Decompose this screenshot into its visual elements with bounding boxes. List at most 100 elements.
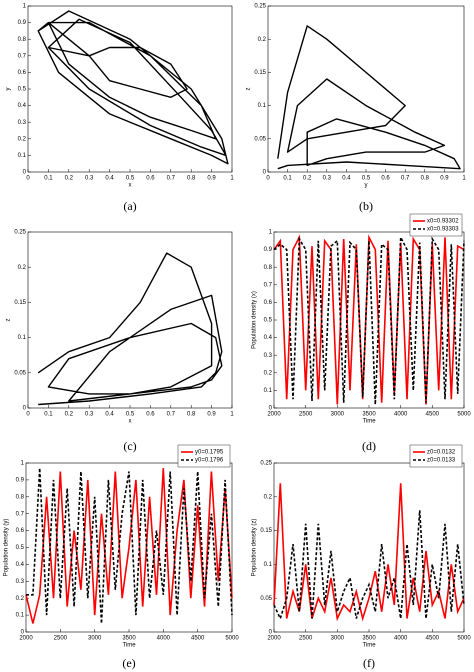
x-tick-label: 0.6 (146, 412, 155, 418)
series-line (273, 510, 465, 621)
y-tick-label: 0.1 (18, 153, 27, 159)
x-tick-label: 0.9 (440, 176, 449, 182)
y-tick-label: 0.15 (254, 70, 266, 76)
y-axis-label: Population density (x) (252, 291, 258, 349)
y-tick-label: 0.3 (16, 579, 25, 585)
y-tick-label: 0.8 (16, 494, 25, 500)
y-tick-label: 0.1 (264, 388, 273, 394)
legend-label: z0=0.0133 (427, 458, 456, 464)
y-tick-label: 0.1 (264, 562, 273, 568)
x-tick-label: 0.2 (65, 176, 74, 182)
x-tick-label: 0.7 (167, 176, 176, 182)
x-tick-label: 4000 (157, 636, 171, 642)
x-tick-label: 0.6 (381, 176, 390, 182)
x-tick-label: 1 (462, 176, 466, 182)
series-line (273, 234, 465, 405)
x-tick-label: 1 (230, 412, 234, 418)
x-tick-label: 0.5 (126, 176, 135, 182)
y-tick-label: 0.9 (16, 477, 25, 483)
x-tick-label: 0 (266, 176, 270, 182)
x-tick-label: 0.9 (207, 176, 216, 182)
y-tick-label: 0.8 (18, 37, 27, 43)
x-axis-label: x (129, 419, 132, 425)
legend-box (409, 213, 463, 237)
x-tick-label: 2500 (299, 412, 313, 418)
y-tick-label: 1 (23, 4, 27, 10)
plot-frame (273, 462, 465, 633)
x-tick-label: 0.9 (207, 412, 216, 418)
x-tick-label: 3000 (331, 412, 345, 418)
x-tick-label: 0 (26, 176, 30, 182)
x-tick-label: 3500 (122, 636, 136, 642)
legend-box (409, 444, 463, 468)
y-tick-label: 0.4 (264, 335, 273, 341)
x-tick-label: 0.4 (105, 176, 114, 182)
caption: (e) (122, 656, 135, 670)
y-tick-label: 0.1 (16, 613, 25, 619)
x-tick-label: 3000 (88, 636, 102, 642)
x-tick-label: 2000 (267, 636, 281, 642)
x-tick-label: 5000 (225, 636, 239, 642)
x-tick-label: 4000 (394, 412, 408, 418)
x-tick-label: 2500 (54, 636, 68, 642)
plot-frame (267, 5, 465, 173)
y-tick-label: 0.6 (264, 300, 273, 306)
x-axis-label: x (129, 183, 132, 189)
y-tick-label: 0.5 (264, 318, 273, 324)
y-tick-label: 0.7 (264, 282, 273, 288)
caption: (a) (123, 199, 136, 213)
y-tick-label: 0.05 (260, 596, 272, 602)
y-tick-label: 0.7 (18, 53, 27, 59)
x-tick-label: 4500 (426, 636, 440, 642)
x-tick-label: 0.7 (167, 412, 176, 418)
x-tick-label: 0.4 (105, 412, 114, 418)
trajectory (277, 25, 461, 170)
y-tick-label: 0.5 (18, 87, 27, 93)
x-tick-label: 0.5 (126, 412, 135, 418)
y-tick-label: 0.05 (14, 370, 26, 376)
y-tick-label: 0.9 (264, 247, 273, 253)
y-tick-label: 0 (269, 406, 273, 412)
x-tick-label: 2000 (19, 636, 33, 642)
x-tick-label: 0.2 (65, 412, 74, 418)
y-tick-label: 0 (23, 406, 27, 412)
x-tick-label: 0.3 (323, 176, 332, 182)
y-tick-label: 0.6 (16, 528, 25, 534)
x-axis-label: y (365, 183, 368, 189)
caption: (d) (362, 439, 376, 453)
trajectory (37, 10, 229, 165)
y-tick-label: 1 (21, 461, 25, 467)
plot-frame (27, 231, 233, 409)
series-line (26, 468, 233, 624)
series-line (273, 483, 465, 622)
y-tick-label: 0.25 (254, 4, 266, 10)
y-tick-label: 0.15 (14, 300, 26, 306)
x-tick-label: 3500 (362, 412, 376, 418)
y-tick-label: 0.2 (264, 494, 273, 500)
y-tick-label: 1 (269, 230, 273, 236)
x-tick-label: 3500 (362, 636, 376, 642)
x-tick-label: 0.1 (283, 176, 292, 182)
x-tick-label: 0.5 (362, 176, 371, 182)
caption: (c) (123, 439, 136, 453)
legend-box (177, 444, 231, 468)
y-tick-label: 0 (269, 630, 273, 636)
x-tick-label: 0.3 (85, 176, 94, 182)
x-tick-label: 0.3 (85, 412, 94, 418)
x-tick-label: 3000 (331, 636, 345, 642)
x-tick-label: 0.2 (303, 176, 312, 182)
x-tick-label: 0.8 (187, 412, 196, 418)
x-axis-label: Time (122, 643, 136, 649)
y-tick-label: 0.5 (16, 545, 25, 551)
y-axis-label: z (246, 88, 252, 91)
y-axis-label: z (6, 319, 12, 322)
y-tick-label: 0.8 (264, 265, 273, 271)
series-line (273, 234, 465, 405)
y-tick-label: 0.9 (18, 20, 27, 26)
y-axis-label: y (6, 88, 12, 91)
x-tick-label: 0 (26, 412, 30, 418)
y-tick-label: 0.2 (16, 596, 25, 602)
y-tick-label: 0.25 (14, 230, 26, 236)
y-tick-label: 0 (21, 630, 25, 636)
